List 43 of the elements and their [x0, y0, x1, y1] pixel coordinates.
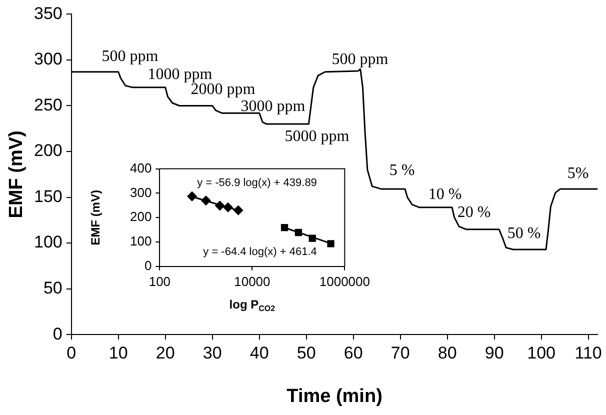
x-axis-title: Time (min)	[286, 386, 382, 408]
y-tick-label: 100	[34, 232, 62, 252]
y-tick-label: 200	[34, 141, 62, 160]
annotation: 3000 ppm	[240, 98, 306, 116]
x-tick-label: 110	[574, 343, 602, 362]
y-tick-label: 0	[52, 324, 62, 344]
annotation: y = -64.4 log(x) + 461.4	[203, 246, 317, 258]
x-tick-label: 90	[484, 343, 504, 362]
y-tick-label: 150	[34, 186, 62, 206]
annotation: 2000 ppm	[190, 81, 256, 98]
annotation: 5 %	[389, 162, 415, 180]
x-tick-label: 60	[344, 343, 363, 362]
x-tick-label: 50	[296, 343, 316, 362]
y-tick-label: 200	[130, 209, 152, 224]
annotation: 10 %	[428, 186, 462, 204]
x-tick-label: 70	[390, 343, 410, 362]
annotation: 5%	[567, 165, 589, 182]
x-tick-label: 100	[148, 274, 171, 289]
annotation: 500 ppm	[102, 48, 159, 66]
x-tick-label: 30	[202, 343, 222, 362]
y-tick-label: 100	[130, 234, 152, 249]
x-tick-label: 0	[66, 343, 76, 362]
y-tick-label: 300	[130, 184, 152, 200]
y-tick-label: 250	[34, 95, 62, 114]
y-tick-label: 400	[130, 160, 152, 176]
y-tick-label: 0	[144, 258, 152, 273]
y-axis-title: EMF (mV)	[6, 130, 28, 218]
x-tick-label: 10	[108, 343, 128, 362]
x-tick-label: 80	[438, 343, 457, 362]
y-axis-title: EMF (mV)	[88, 190, 102, 246]
annotation: 20 %	[457, 204, 491, 222]
annotation: 500 ppm	[332, 51, 389, 68]
x-tick-label: 40	[250, 343, 269, 362]
annotation: y = -56.9 log(x) + 439.89	[197, 177, 317, 190]
x-tick-label: 1000000	[319, 274, 370, 289]
y-tick-label: 350	[34, 4, 62, 23]
x-tick-label: 10000	[234, 274, 270, 289]
y-tick-label: 300	[34, 50, 62, 69]
x-tick-label: 100	[527, 343, 556, 362]
annotation: 50 %	[507, 225, 541, 242]
annotation: 5000 ppm	[284, 128, 350, 146]
annotation: 1000 ppm	[148, 66, 213, 84]
x-tick-label: 20	[156, 343, 175, 362]
